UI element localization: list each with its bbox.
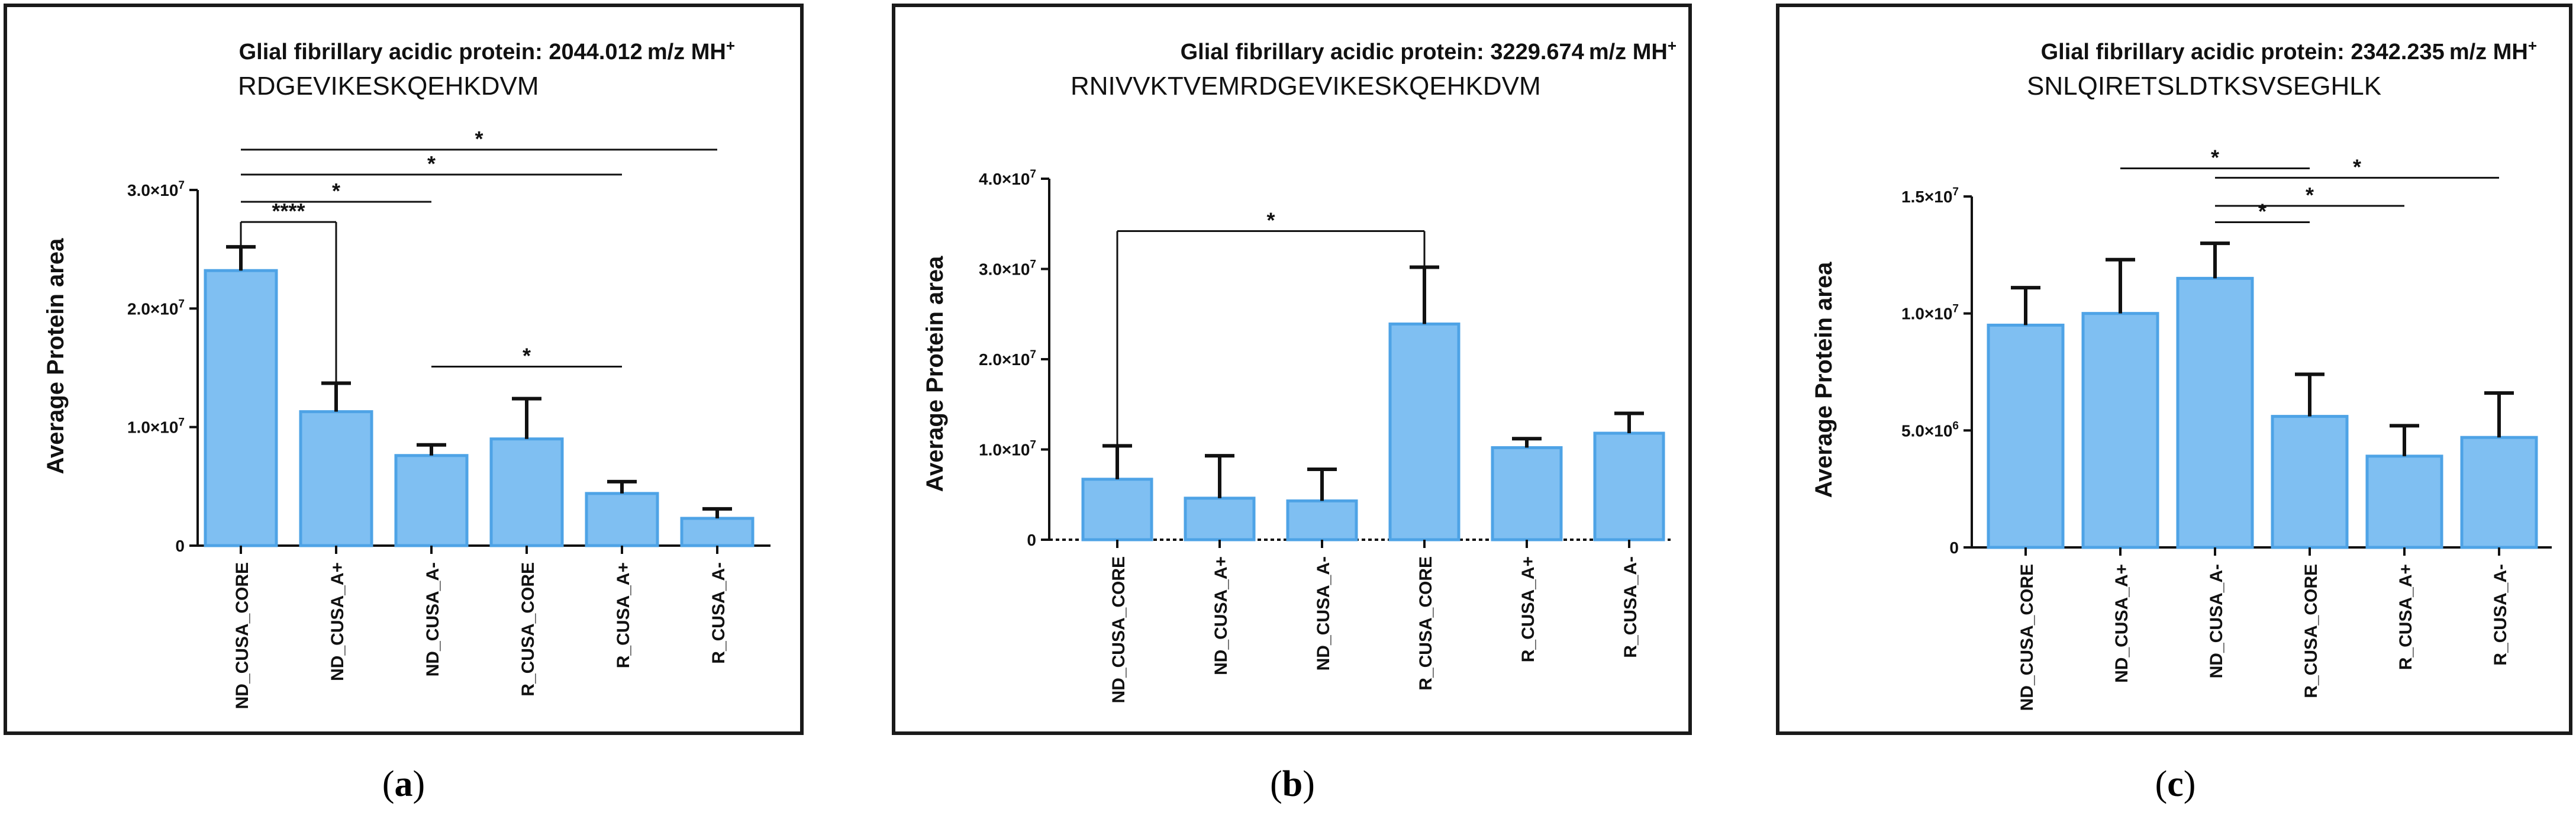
bar [2460, 436, 2538, 549]
caption-b: (b) [1270, 764, 1315, 804]
y-tick-label: 4.0×107 [979, 168, 1036, 188]
y-tick-label: 1.5×107 [1901, 186, 1959, 206]
significance-label: * [2306, 183, 2314, 207]
significance-label: * [475, 127, 483, 151]
bar [1286, 499, 1358, 541]
x-tick-label: ND_CUSA_A+ [1211, 556, 1231, 675]
x-tick-label: R_CUSA_A- [709, 562, 728, 664]
bar [299, 410, 373, 547]
y-tick-label: 0 [1949, 539, 1959, 557]
y-tick-label: 3.0×107 [979, 259, 1036, 279]
bar [1593, 431, 1665, 541]
chart-svg-b: Glial fibrillary acidic protein: 3229.67… [922, 37, 1677, 703]
bar [1491, 446, 1563, 541]
x-tick-label: R_CUSA_A+ [1518, 556, 1538, 662]
x-tick-label: R_CUSA_A+ [614, 562, 633, 668]
significance-label: * [2258, 199, 2267, 223]
x-tick-label: R_CUSA_A+ [2396, 564, 2416, 670]
y-axis-label: Average Protein area [43, 238, 69, 474]
x-tick-label: R_CUSA_A- [2491, 564, 2510, 666]
bar [1184, 497, 1256, 541]
y-tick-label: 5.0×106 [1901, 420, 1959, 440]
bar [1081, 478, 1153, 541]
chart-panel-b: Glial fibrillary acidic protein: 3229.67… [892, 4, 1692, 735]
x-tick-label: ND_CUSA_CORE [1109, 556, 1129, 703]
bar [585, 492, 659, 547]
significance-label: * [2211, 146, 2219, 170]
x-tick-label: ND_CUSA_A- [2207, 564, 2226, 678]
plot-area-b: 0 1.0×107 2.0×107 3.0×107 4.0×107 ND_CUSA_COR… [979, 168, 1671, 703]
chart-title: Glial fibrillary acidic protein: 2044.01… [239, 37, 735, 65]
chart-svg-a: Glial fibrillary acidic protein: 2044.01… [43, 37, 770, 709]
x-tick-label: ND_CUSA_A- [423, 562, 443, 676]
bar [680, 517, 755, 547]
caption-a: (a) [382, 764, 425, 804]
bar [1388, 323, 1461, 541]
x-tick-label: ND_CUSA_CORE [233, 562, 252, 709]
y-tick-label: 1.0×107 [979, 439, 1036, 459]
chart-subtitle: RNIVVKTVEMRDGEVIKESKQEHKDVM [1071, 72, 1541, 101]
y-axis-label: Average Protein area [922, 256, 948, 492]
bar [489, 437, 564, 547]
bar [1987, 323, 2065, 549]
x-tick-label: ND_CUSA_A- [1314, 556, 1333, 671]
chart-title: Glial fibrillary acidic protein: 2342.23… [2041, 37, 2537, 65]
y-axis-label: Average Protein area [1811, 262, 1837, 498]
significance-label: * [332, 179, 340, 203]
x-tick-label: ND_CUSA_A+ [328, 562, 347, 681]
y-tick-label: 2.0×107 [127, 298, 185, 318]
x-tick-label: R_CUSA_CORE [1416, 556, 1436, 691]
chart-panel-c: Glial fibrillary acidic protein: 2342.23… [1776, 4, 2572, 735]
x-tick-label: R_CUSA_A- [1621, 556, 1640, 658]
bar [2365, 454, 2443, 549]
x-tick-label: R_CUSA_CORE [518, 562, 538, 697]
chart-svg-c: Glial fibrillary acidic protein: 2342.23… [1811, 37, 2552, 711]
plot-area-a: 0 1.0×107 2.0×107 3.0×107 ND_CUSA_CORE ND_CUS… [127, 127, 770, 709]
significance-label: **** [272, 199, 305, 223]
bar [2271, 415, 2349, 549]
caption-c: (c) [2155, 764, 2196, 804]
y-tick-label: 1.0×107 [127, 417, 185, 437]
bar [204, 269, 278, 547]
chart-subtitle: SNLQIRETSLDTKSVSEGHLK [2027, 72, 2381, 101]
bar [394, 454, 469, 547]
y-tick-label: 3.0×107 [127, 179, 185, 199]
y-tick-label: 0 [1027, 531, 1036, 549]
y-tick-label: 1.0×107 [1901, 303, 1959, 323]
chart-panel-a: Glial fibrillary acidic protein: 2044.01… [4, 4, 804, 735]
x-tick-label: ND_CUSA_CORE [2017, 564, 2037, 711]
x-tick-label: ND_CUSA_A+ [2112, 564, 2132, 683]
x-tick-label: R_CUSA_CORE [2301, 564, 2321, 698]
significance-label: * [1266, 208, 1275, 232]
plot-area-c: 0 5.0×106 1.0×107 1.5×107 ND_CUSA_CORE ND_CUS… [1901, 146, 2552, 711]
y-tick-label: 2.0×107 [979, 349, 1036, 369]
y-tick-label: 0 [175, 537, 185, 555]
significance-label: * [523, 343, 531, 368]
significance-label: * [2353, 154, 2361, 179]
bar [2176, 276, 2254, 549]
significance-label: * [427, 151, 436, 176]
chart-title: Glial fibrillary acidic protein: 3229.67… [1181, 37, 1677, 65]
bar [2081, 312, 2159, 549]
chart-subtitle: RDGEVIKESKQEHKDVM [238, 72, 539, 101]
